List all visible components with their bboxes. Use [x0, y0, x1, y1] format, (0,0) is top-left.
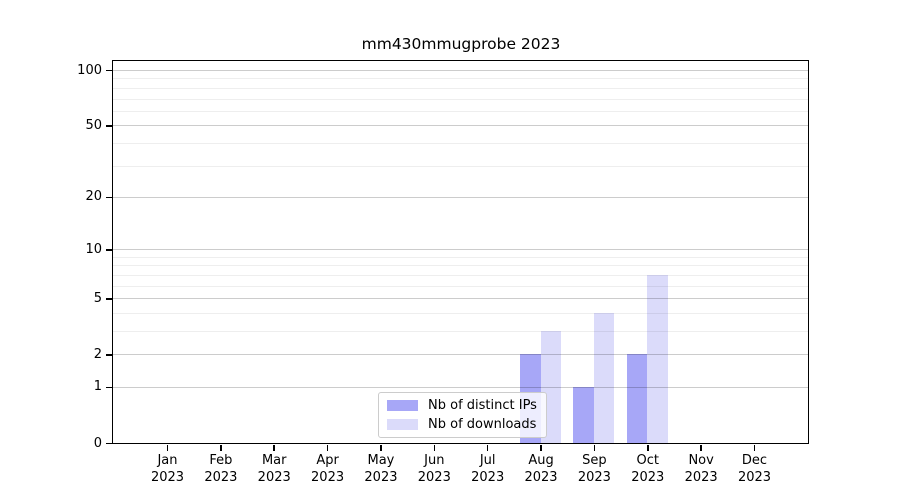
gridline-minor-7: [113, 274, 808, 276]
y-tick-mark-100: [106, 69, 112, 72]
y-tick-mark-2: [106, 353, 112, 356]
x-tick-mark-aug: [540, 445, 542, 451]
gridline-major-50: [113, 125, 808, 127]
gridline-minor-3: [113, 330, 808, 332]
x-tick-mark-oct: [646, 445, 649, 451]
gridline-minor-6: [113, 285, 808, 287]
x-tick-mark-jul: [486, 445, 489, 451]
bar-sep-downloads: [593, 312, 615, 443]
x-tick-label-sep: Sep 2023: [577, 453, 611, 485]
y-tick-label-50: 50: [85, 117, 102, 133]
bar-oct-distinct-ips: [626, 354, 648, 443]
gridline-minor-90: [113, 78, 808, 80]
legend-item-distinct-ips: Nb of distinct IPs: [387, 398, 537, 413]
x-tick-label-jan: Jan 2023: [150, 453, 185, 485]
legend: Nb of distinct IPs Nb of downloads: [378, 392, 547, 438]
y-tick-label-20: 20: [85, 189, 102, 205]
gridline-major-100: [113, 70, 808, 72]
y-tick-mark-10: [106, 248, 112, 251]
gridline-minor-80: [113, 87, 808, 89]
y-tick-mark-1: [106, 386, 112, 389]
y-tick-label-100: 100: [77, 62, 102, 78]
y-tick-mark-20: [106, 196, 112, 199]
chart-title: mm430mmugprobe 2023: [361, 35, 561, 53]
y-tick-label-10: 10: [85, 241, 102, 257]
x-tick-mark-feb: [220, 445, 222, 451]
x-tick-mark-apr: [326, 445, 329, 451]
x-tick-mark-jan: [166, 445, 169, 451]
gridline-major-10: [113, 249, 808, 251]
gridline-minor-60: [113, 110, 808, 112]
x-tick-label-apr: Apr 2023: [311, 453, 345, 485]
plot-area: [112, 60, 809, 444]
gridline-major-1: [113, 386, 808, 388]
x-tick-mark-jun: [433, 445, 436, 451]
x-tick-label-nov: Nov 2023: [684, 453, 718, 485]
gridline-minor-8: [113, 265, 808, 267]
grid-layer: [113, 61, 808, 443]
legend-label-distinct-ips: Nb of distinct IPs: [428, 398, 537, 413]
gridline-major-2: [113, 354, 808, 356]
gridline-minor-70: [113, 98, 808, 100]
bar-oct-downloads: [647, 274, 668, 443]
x-tick-label-jul: Jul 2023: [471, 453, 505, 485]
x-tick-mark-sep: [593, 445, 596, 451]
y-tick-mark-0: [106, 442, 112, 445]
gridline-minor-4: [113, 312, 808, 314]
x-tick-label-may: May 2023: [364, 453, 398, 485]
x-tick-mark-nov: [700, 445, 702, 451]
legend-item-downloads: Nb of downloads: [387, 417, 537, 432]
x-tick-mark-may: [380, 445, 382, 451]
gridline-minor-40: [113, 142, 808, 144]
y-tick-mark-5: [106, 297, 112, 300]
y-tick-label-1: 1: [93, 379, 102, 395]
gridline-major-5: [113, 298, 808, 300]
x-tick-mark-dec: [753, 445, 756, 451]
gridline-major-20: [113, 196, 808, 198]
gridline-minor-9: [113, 256, 808, 258]
y-tick-label-5: 5: [93, 290, 102, 306]
gridline-minor-30: [113, 165, 808, 167]
y-tick-label-0: 0: [93, 435, 102, 451]
legend-swatch-distinct-ips: [387, 400, 418, 411]
x-tick-label-oct: Oct 2023: [631, 453, 665, 485]
y-tick-label-2: 2: [93, 346, 102, 362]
x-tick-label-feb: Feb 2023: [204, 453, 238, 485]
bar-sep-distinct-ips: [573, 386, 594, 443]
x-tick-label-mar: Mar 2023: [257, 453, 291, 485]
legend-swatch-downloads: [387, 419, 418, 430]
y-tick-mark-50: [106, 124, 112, 127]
x-tick-label-dec: Dec 2023: [737, 453, 772, 485]
x-tick-label-jun: Jun 2023: [417, 453, 451, 485]
x-tick-mark-mar: [273, 445, 276, 451]
legend-label-downloads: Nb of downloads: [428, 417, 537, 432]
x-tick-label-aug: Aug 2023: [524, 453, 558, 485]
